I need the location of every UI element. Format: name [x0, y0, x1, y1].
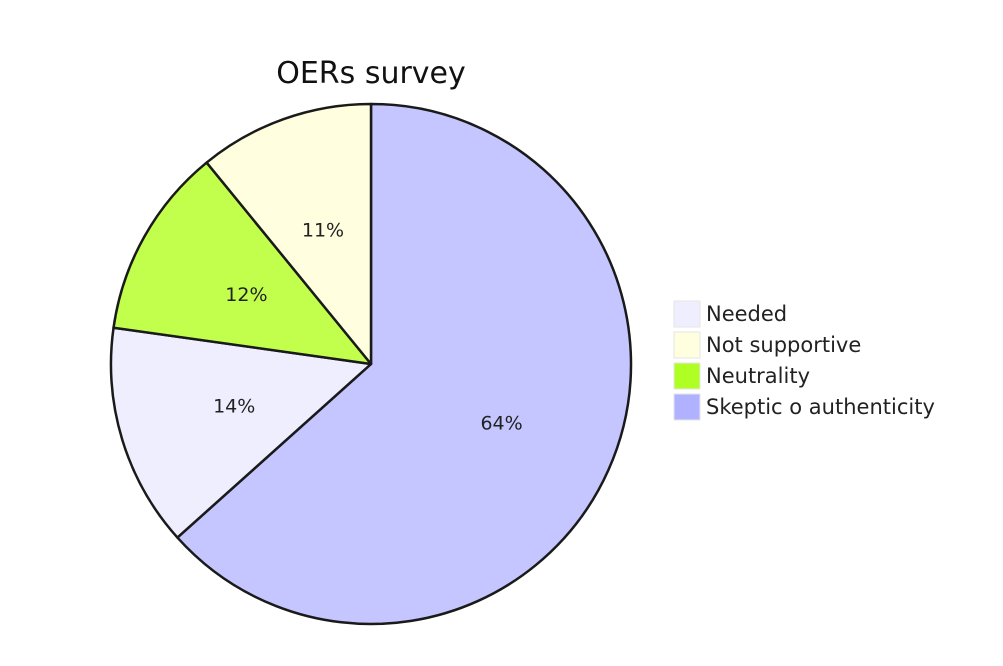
pie-slice — [176, 102, 633, 626]
slice-percent-label: 11% — [302, 219, 344, 241]
chart-legend: Needed Not supportive Neutrality Skeptic o … — [673, 300, 935, 421]
pie-slice — [205, 102, 373, 366]
pie-slices — [109, 102, 633, 626]
legend-label: Needed — [706, 302, 787, 326]
pie-slice — [109, 326, 373, 539]
legend-label: Not supportive — [706, 333, 861, 357]
pie-slice — [112, 161, 373, 366]
pie-slice-labels: 64% 14% 12% 11% — [213, 219, 523, 434]
slice-percent-label: 64% — [480, 412, 522, 434]
legend-swatch — [673, 331, 701, 359]
slice-percent-label: 12% — [225, 284, 267, 306]
legend-swatch — [673, 362, 701, 390]
legend-swatch — [673, 300, 701, 328]
slice-percent-label: 14% — [213, 396, 255, 418]
legend-label: Neutrality — [706, 364, 810, 388]
legend-label: Skeptic o authenticity — [706, 395, 935, 419]
legend-swatch — [673, 393, 701, 421]
chart-title: OERs survey — [276, 56, 466, 91]
